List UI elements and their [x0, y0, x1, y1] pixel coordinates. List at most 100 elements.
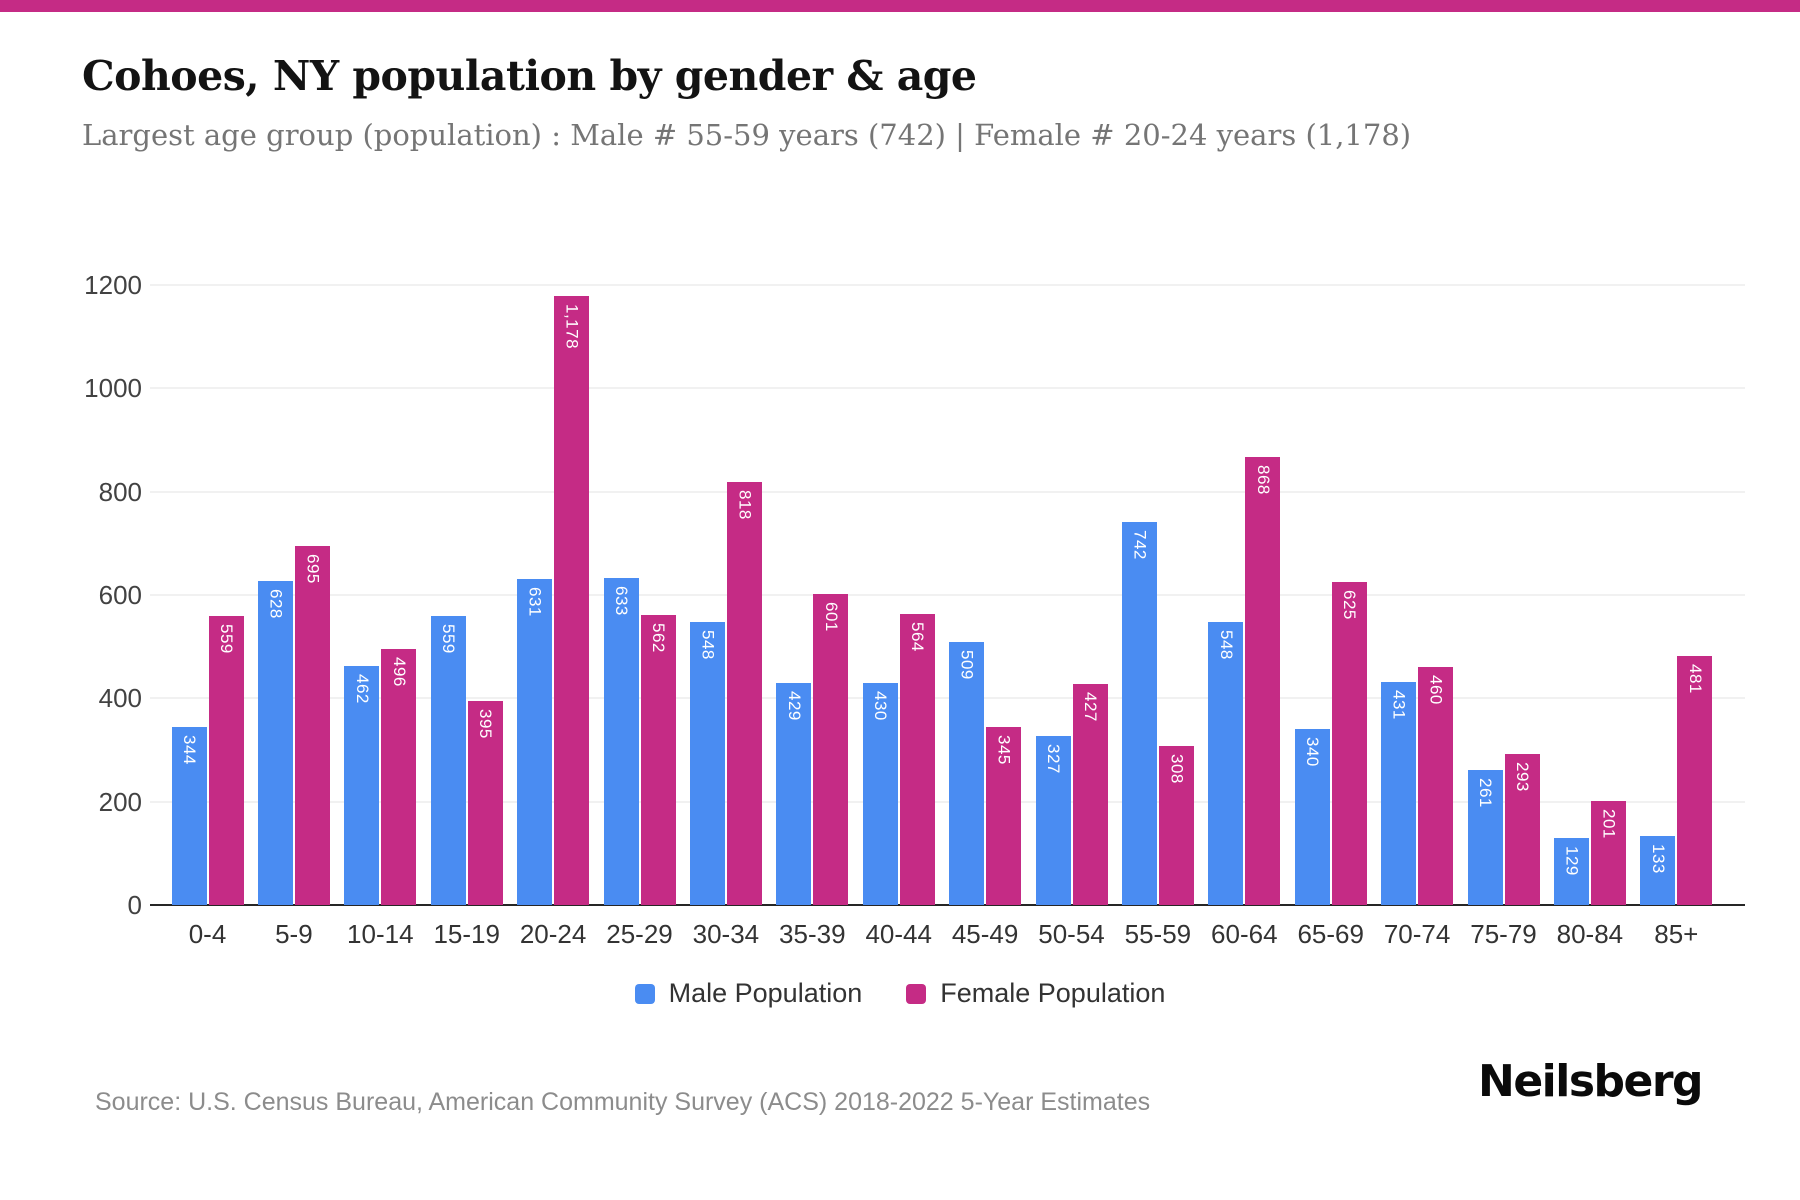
bar-value-label: 628 — [266, 588, 286, 619]
bar-value-label-wrap: 633 — [604, 586, 639, 903]
bar-male-65-69 — [1294, 729, 1330, 905]
bar-value-label-wrap: 129 — [1554, 846, 1589, 903]
bar-value-label-wrap: 868 — [1245, 465, 1280, 903]
bar-value-label-wrap: 601 — [813, 602, 848, 903]
x-tick-80-84: 80-84 — [1556, 919, 1624, 949]
bar-value-label: 548 — [698, 629, 718, 660]
bar-value-label: 395 — [476, 708, 496, 739]
gridline-1200 — [150, 284, 1745, 286]
bar-female-10-14 — [381, 648, 417, 905]
page-subtitle: Largest age group (population) : Male # … — [82, 118, 1412, 152]
x-tick-85+: 85+ — [1654, 919, 1699, 949]
bar-value-label: 559 — [217, 624, 236, 655]
bar-value-label: 261 — [1476, 778, 1495, 809]
bar-value-label: 742 — [1130, 529, 1150, 560]
bar-female-55-59 — [1158, 745, 1194, 905]
bar-value-label-wrap: 430 — [863, 691, 898, 903]
bar-female-75-79 — [1504, 753, 1540, 905]
y-axis-tick-600: 600 — [98, 580, 142, 610]
bar-value-label: 460 — [1426, 675, 1446, 706]
bar-value-label: 129 — [1562, 846, 1582, 877]
bar-value-label-wrap: 628 — [258, 589, 293, 903]
neilsberg-logo: Neilsberg — [1478, 1056, 1704, 1107]
x-tick-65-69: 65-69 — [1297, 919, 1364, 949]
legend-swatch-male — [634, 983, 655, 1004]
bar-value-label-wrap: 559 — [209, 624, 244, 903]
bar-value-label: 430 — [871, 690, 891, 721]
bar-male-45-49 — [949, 642, 985, 905]
bar-value-label-wrap: 481 — [1677, 664, 1712, 903]
bar-value-label: 327 — [1044, 744, 1063, 774]
gridline-600 — [150, 594, 1745, 596]
gridline-200 — [150, 800, 1745, 803]
bar-male-75-79 — [1467, 770, 1503, 905]
bar-male-80-84 — [1553, 838, 1589, 905]
bar-value-label: 462 — [352, 674, 372, 705]
bar-female-0-4 — [208, 616, 244, 905]
bar-value-label: 345 — [994, 734, 1014, 765]
legend-label: Male Population — [668, 978, 863, 1008]
bar-value-label-wrap: 742 — [1122, 530, 1157, 903]
bar-value-label-wrap: 308 — [1159, 754, 1194, 903]
bar-female-5-9 — [294, 545, 330, 905]
bar-value-label: 564 — [908, 621, 928, 652]
bar-value-label-wrap: 345 — [986, 735, 1021, 903]
bar-male-0-4 — [171, 727, 207, 905]
bar-value-label-wrap: 293 — [1505, 762, 1540, 903]
x-tick-30-34: 30-34 — [692, 919, 760, 949]
bar-value-label-wrap: 340 — [1295, 737, 1330, 903]
bar-value-label-wrap: 548 — [690, 630, 725, 903]
bar-value-label: 818 — [735, 490, 755, 521]
bar-value-label: 559 — [439, 624, 459, 655]
bar-value-label: 344 — [180, 735, 199, 766]
x-tick-5-9: 5-9 — [275, 919, 313, 949]
x-tick-35-39: 35-39 — [779, 919, 846, 949]
bar-female-85+ — [1677, 656, 1713, 905]
bar-value-label-wrap: 625 — [1332, 590, 1367, 903]
legend-item-female[interactable]: Female Population — [906, 978, 1165, 1009]
bar-female-15-19 — [467, 700, 503, 905]
bar-value-label-wrap: 564 — [900, 622, 935, 903]
bar-value-label-wrap: 429 — [776, 691, 811, 903]
bar-male-10-14 — [344, 666, 380, 905]
bar-value-label-wrap: 559 — [431, 624, 466, 903]
gridline-1000 — [150, 387, 1745, 390]
x-tick-15-19: 15-19 — [433, 919, 500, 949]
legend-label: Female Population — [940, 978, 1166, 1008]
bar-male-50-54 — [1035, 736, 1071, 905]
gridline-400 — [150, 697, 1745, 700]
legend-swatch-female — [906, 983, 927, 1004]
bar-value-label: 293 — [1513, 761, 1532, 792]
bar-female-40-44 — [899, 613, 935, 905]
x-tick-10-14: 10-14 — [347, 919, 414, 949]
bar-value-label: 868 — [1253, 464, 1273, 495]
bar-value-label: 695 — [303, 553, 323, 584]
bar-value-label-wrap: 261 — [1468, 778, 1503, 903]
bar-male-40-44 — [862, 682, 898, 905]
bar-male-20-24 — [517, 578, 553, 905]
bar-value-label: 1,178 — [562, 304, 582, 350]
bar-value-label: 496 — [389, 656, 409, 687]
source-attribution: Source: U.S. Census Bureau, American Com… — [95, 1088, 1151, 1116]
bar-value-label-wrap: 631 — [517, 587, 552, 903]
bar-value-label: 201 — [1599, 809, 1619, 840]
bar-female-80-84 — [1590, 801, 1626, 905]
bar-value-label-wrap: 548 — [1208, 630, 1243, 903]
bar-female-20-24 — [554, 296, 590, 905]
x-tick-0-4: 0-4 — [188, 919, 227, 949]
bar-value-label: 601 — [821, 602, 841, 633]
bar-value-label-wrap: 344 — [172, 735, 207, 903]
chart-legend: Male Population Female Population — [0, 978, 1800, 1009]
x-tick-70-74: 70-74 — [1383, 919, 1451, 949]
bar-value-label-wrap: 431 — [1381, 690, 1416, 903]
y-axis-tick-0: 0 — [127, 890, 142, 920]
y-axis-tick-200: 200 — [98, 786, 142, 817]
bar-value-label-wrap: 509 — [949, 650, 984, 903]
legend-item-male[interactable]: Male Population — [634, 978, 863, 1009]
bar-value-label: 631 — [525, 586, 545, 617]
bar-value-label: 431 — [1389, 690, 1409, 721]
bar-value-label: 548 — [1216, 629, 1236, 660]
bar-value-label-wrap: 496 — [381, 657, 416, 903]
page-title: Cohoes, NY population by gender & age — [82, 52, 977, 100]
